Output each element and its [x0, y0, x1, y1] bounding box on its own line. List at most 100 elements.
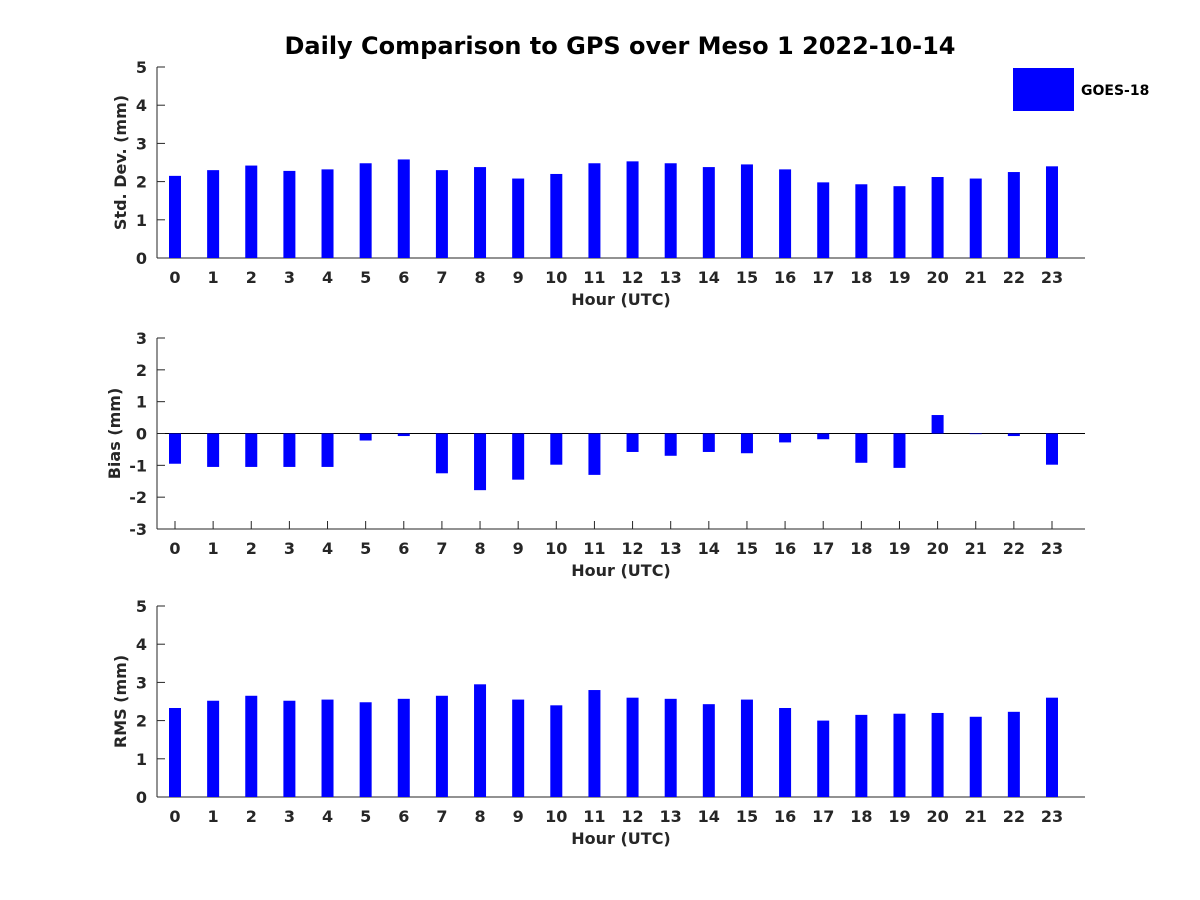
x-tick-label: 11: [583, 539, 605, 558]
legend-swatch: [1013, 68, 1074, 111]
y-tick-label: 3: [136, 673, 147, 692]
bar: [740, 699, 753, 797]
x-tick-label: 12: [621, 268, 643, 287]
bar: [245, 433, 258, 467]
bar: [550, 173, 563, 258]
y-tick-label: -3: [129, 520, 147, 539]
bar: [283, 700, 296, 797]
bar: [512, 699, 525, 797]
bar: [1045, 697, 1058, 797]
bar: [931, 177, 944, 258]
bar: [740, 164, 753, 258]
x-axis-label: Hour (UTC): [571, 290, 671, 309]
y-tick-label: 4: [136, 635, 147, 654]
bar: [550, 705, 563, 797]
x-tick-label: 9: [513, 539, 524, 558]
x-axis-label: Hour (UTC): [571, 561, 671, 580]
x-tick-label: 3: [284, 539, 295, 558]
x-tick-label: 21: [965, 539, 987, 558]
bar: [435, 433, 448, 474]
y-axis-label: Bias (mm): [105, 388, 124, 480]
bar: [893, 186, 906, 258]
x-tick-label: 7: [436, 268, 447, 287]
bar: [245, 695, 258, 797]
y-tick-label: 4: [136, 96, 147, 115]
bar: [855, 433, 868, 463]
x-tick-label: 9: [513, 268, 524, 287]
x-tick-label: 3: [284, 268, 295, 287]
bar: [893, 433, 906, 468]
x-tick-label: 0: [169, 807, 180, 826]
y-tick-label: 5: [136, 58, 147, 77]
bar: [1045, 166, 1058, 258]
bar: [969, 433, 982, 435]
x-tick-label: 11: [583, 807, 605, 826]
chart-title: Daily Comparison to GPS over Meso 1 2022…: [284, 32, 955, 60]
x-tick-label: 10: [545, 268, 567, 287]
bar: [855, 184, 868, 258]
y-tick-label: 0: [136, 788, 147, 807]
legend: GOES-18: [1013, 68, 1149, 111]
y-tick-label: 2: [136, 361, 147, 380]
y-tick-label: -1: [129, 456, 147, 475]
bar: [1007, 433, 1020, 437]
bar: [779, 707, 792, 797]
x-tick-label: 23: [1041, 807, 1063, 826]
x-tick-label: 8: [474, 807, 485, 826]
x-tick-label: 6: [398, 539, 409, 558]
x-tick-label: 5: [360, 807, 371, 826]
x-tick-label: 12: [621, 807, 643, 826]
bar: [283, 170, 296, 258]
x-tick-label: 20: [926, 539, 948, 558]
bar: [512, 178, 525, 258]
bar: [664, 698, 677, 797]
bar: [359, 702, 372, 797]
x-tick-label: 20: [926, 268, 948, 287]
x-tick-label: 22: [1003, 807, 1025, 826]
bar: [969, 178, 982, 258]
x-tick-label: 6: [398, 268, 409, 287]
bar: [169, 707, 181, 797]
x-tick-label: 11: [583, 268, 605, 287]
bar: [817, 182, 830, 258]
y-axis-label: Std. Dev. (mm): [111, 95, 130, 230]
bar: [169, 433, 181, 464]
y-tick-label: 1: [136, 750, 147, 769]
y-tick-label: 1: [136, 211, 147, 230]
x-tick-label: 1: [208, 539, 219, 558]
bar: [1045, 433, 1058, 465]
y-tick-label: 3: [136, 329, 147, 348]
bar: [474, 167, 487, 258]
x-tick-label: 17: [812, 807, 834, 826]
bar: [474, 684, 487, 797]
y-tick-label: 1: [136, 393, 147, 412]
x-tick-label: 21: [965, 268, 987, 287]
x-tick-label: 19: [888, 268, 910, 287]
x-tick-label: 2: [246, 807, 257, 826]
bar: [550, 433, 563, 465]
x-tick-label: 19: [888, 539, 910, 558]
bar: [207, 170, 220, 258]
bar: [588, 163, 601, 258]
bar: [931, 415, 944, 434]
bar: [397, 698, 410, 797]
bar: [893, 713, 906, 797]
x-tick-label: 23: [1041, 268, 1063, 287]
bar: [1007, 711, 1020, 797]
y-tick-label: -2: [129, 488, 147, 507]
x-tick-label: 22: [1003, 539, 1025, 558]
y-tick-label: 2: [136, 712, 147, 731]
y-tick-label: 3: [136, 134, 147, 153]
bar: [664, 163, 677, 258]
bar: [702, 433, 715, 452]
x-tick-label: 5: [360, 539, 371, 558]
bar: [321, 169, 334, 258]
bar: [855, 714, 868, 797]
y-tick-label: 5: [136, 597, 147, 616]
y-axis-label: RMS (mm): [111, 655, 130, 748]
x-tick-label: 1: [208, 268, 219, 287]
x-tick-label: 17: [812, 268, 834, 287]
x-tick-label: 13: [660, 807, 682, 826]
